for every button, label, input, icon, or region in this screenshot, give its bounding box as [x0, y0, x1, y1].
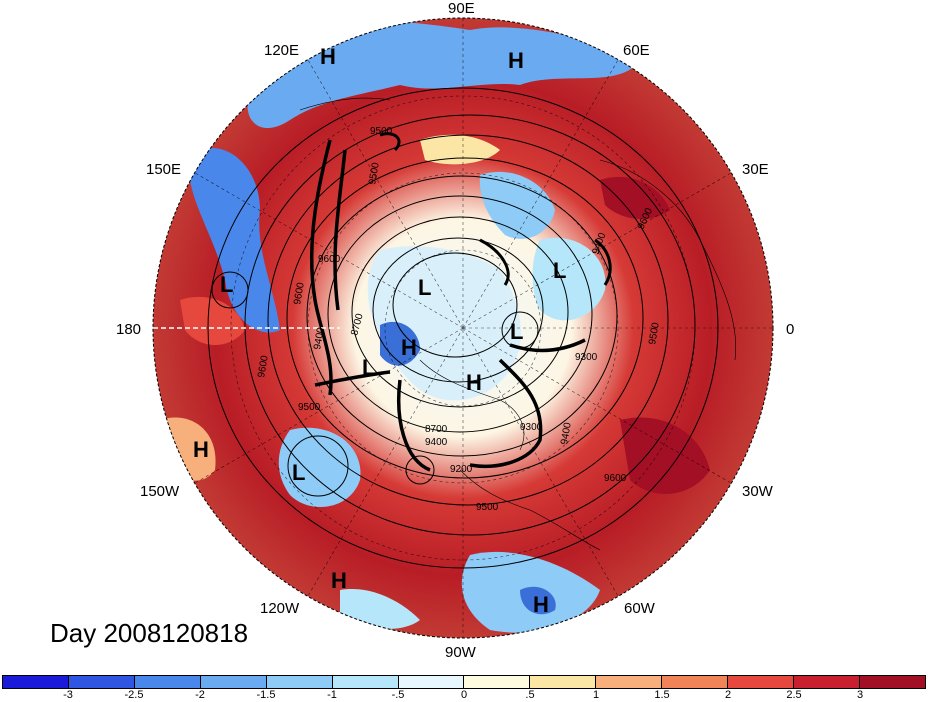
- contour-label: 9500: [367, 161, 382, 185]
- pressure-marker: L: [362, 355, 375, 380]
- colorbar-label: 2: [724, 689, 732, 701]
- lon-label-120e: 120E: [264, 42, 299, 59]
- lon-label-180: 180: [116, 321, 141, 338]
- lon-label-150e: 150E: [146, 161, 181, 178]
- colorbar-swatch: [662, 676, 729, 688]
- colorbar-label: 2.5: [786, 689, 802, 701]
- contour-label: 8700: [425, 424, 448, 435]
- colorbar: [2, 675, 926, 689]
- colorbar-swatch: [728, 676, 795, 688]
- pressure-marker: H: [401, 335, 417, 360]
- colorbar-label: 1.5: [654, 689, 670, 701]
- pressure-systems: H H H L L L L H L L H L H H: [193, 44, 566, 617]
- pressure-marker: H: [331, 568, 347, 593]
- lon-label-150w: 150W: [140, 483, 180, 500]
- pressure-marker: L: [510, 319, 523, 344]
- lon-label-120w: 120W: [260, 600, 300, 617]
- contour-label: 9600: [256, 354, 271, 378]
- pressure-marker: L: [418, 275, 431, 300]
- contour-label: 9600: [292, 281, 307, 305]
- pressure-marker: L: [553, 258, 566, 283]
- pressure-marker: H: [533, 592, 549, 617]
- colorbar-swatch: [398, 676, 465, 688]
- colorbar-swatch: [464, 676, 531, 688]
- colorbar-label: -2: [195, 689, 205, 701]
- contour-label: 9600: [604, 473, 627, 484]
- contour-label: 9500: [647, 321, 662, 345]
- contour-label: 9300: [575, 352, 598, 363]
- colorbar-swatch: [134, 676, 201, 688]
- contour-label: 9500: [476, 502, 499, 513]
- colorbar-swatch: [266, 676, 333, 688]
- colorbar-label: .5: [525, 689, 535, 701]
- pressure-marker: H: [466, 370, 482, 395]
- colorbar-label: -.5: [391, 689, 405, 701]
- colorbar-swatch: [794, 676, 860, 688]
- day-label: Day 2008120818: [50, 618, 249, 648]
- coastlines: [299, 97, 737, 551]
- pressure-marker: H: [193, 437, 209, 462]
- colorbar-swatch: [68, 676, 135, 688]
- colorbar-swatch: [859, 676, 925, 688]
- lon-label-60e: 60E: [623, 42, 650, 59]
- pressure-marker: H: [508, 48, 524, 73]
- colorbar-swatch: [596, 676, 663, 688]
- lon-label-0: 0: [786, 321, 794, 338]
- lon-label-30e: 30E: [742, 161, 769, 178]
- colorbar-label: 3: [856, 689, 864, 701]
- contour-label: 9400: [312, 326, 327, 350]
- colorbar-swatch: [3, 676, 69, 688]
- contour-label: 9400: [425, 437, 448, 448]
- contour-label: 9600: [318, 254, 341, 265]
- pressure-marker: L: [220, 272, 233, 297]
- colorbar-label: 0: [460, 689, 468, 701]
- contour-label: 9500: [298, 402, 321, 413]
- pressure-marker: H: [320, 44, 336, 69]
- colorbar-label: -1: [327, 689, 337, 701]
- lon-label-30w: 30W: [742, 483, 774, 500]
- longitude-labels: 90E 60E 30E 0 30W 60W 90W 120W 150W 180 …: [116, 0, 794, 661]
- colorbar-label: -2.5: [124, 689, 144, 701]
- colorbar-swatch: [200, 676, 267, 688]
- height-contours: [207, 87, 719, 569]
- lon-label-60w: 60W: [624, 600, 656, 617]
- colorbar-label: -3: [63, 689, 73, 701]
- colorbar-labels: -3 -2.5 -2 -1.5 -1 -.5 0 .5 1 1.5 2 2.5 3: [2, 689, 926, 702]
- colorbar-label: -1.5: [256, 689, 276, 701]
- lon-label-90w: 90W: [445, 644, 477, 661]
- contour-label: 9200: [450, 464, 473, 475]
- lon-label-90e: 90E: [448, 0, 475, 17]
- colorbar-swatch: [332, 676, 399, 688]
- map-border: [152, 17, 774, 639]
- colorbar-swatch: [530, 676, 597, 688]
- colorbar-label: 1: [592, 689, 600, 701]
- contour-label: 9300: [520, 422, 543, 433]
- contour-label: 9400: [559, 421, 574, 445]
- pressure-marker: L: [292, 460, 305, 485]
- contour-label: 9500: [370, 126, 393, 137]
